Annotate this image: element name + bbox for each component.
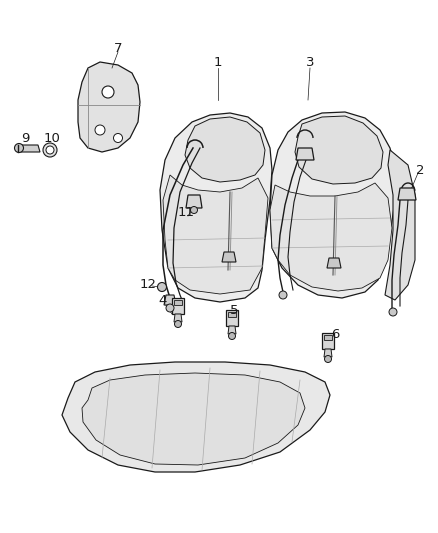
Polygon shape xyxy=(222,252,236,262)
Polygon shape xyxy=(324,335,332,340)
Text: 2: 2 xyxy=(416,164,424,176)
Text: 9: 9 xyxy=(21,132,29,144)
Text: 5: 5 xyxy=(230,304,238,318)
Circle shape xyxy=(279,291,287,299)
Polygon shape xyxy=(174,314,182,322)
Polygon shape xyxy=(172,298,184,314)
Text: 3: 3 xyxy=(306,55,314,69)
Polygon shape xyxy=(174,300,182,305)
Polygon shape xyxy=(296,148,314,160)
Polygon shape xyxy=(322,333,334,349)
Polygon shape xyxy=(78,62,140,152)
Circle shape xyxy=(14,143,24,152)
Text: 1: 1 xyxy=(214,55,222,69)
Text: 11: 11 xyxy=(177,206,194,220)
Circle shape xyxy=(325,356,332,362)
Text: 12: 12 xyxy=(139,278,156,290)
Polygon shape xyxy=(82,373,305,465)
Polygon shape xyxy=(185,117,265,182)
Text: 7: 7 xyxy=(114,42,122,54)
Circle shape xyxy=(158,282,166,292)
Circle shape xyxy=(229,333,236,340)
Polygon shape xyxy=(324,349,332,357)
Polygon shape xyxy=(295,116,383,184)
Text: 6: 6 xyxy=(331,327,339,341)
Circle shape xyxy=(389,308,397,316)
Circle shape xyxy=(113,133,123,142)
Polygon shape xyxy=(228,312,236,317)
Circle shape xyxy=(174,320,181,327)
Polygon shape xyxy=(226,310,238,326)
Text: 10: 10 xyxy=(43,132,60,144)
Circle shape xyxy=(46,146,54,154)
Polygon shape xyxy=(228,326,236,334)
Polygon shape xyxy=(163,175,268,294)
Polygon shape xyxy=(18,145,40,152)
Polygon shape xyxy=(327,258,341,268)
Polygon shape xyxy=(160,113,272,302)
Polygon shape xyxy=(398,188,416,200)
Circle shape xyxy=(102,86,114,98)
Text: 4: 4 xyxy=(159,294,167,306)
Polygon shape xyxy=(62,362,330,472)
Circle shape xyxy=(191,206,198,214)
Circle shape xyxy=(95,125,105,135)
Polygon shape xyxy=(270,112,395,298)
Polygon shape xyxy=(270,183,392,291)
Circle shape xyxy=(43,143,57,157)
Polygon shape xyxy=(164,295,176,305)
Circle shape xyxy=(166,304,174,312)
Polygon shape xyxy=(385,150,415,300)
Polygon shape xyxy=(186,195,202,208)
